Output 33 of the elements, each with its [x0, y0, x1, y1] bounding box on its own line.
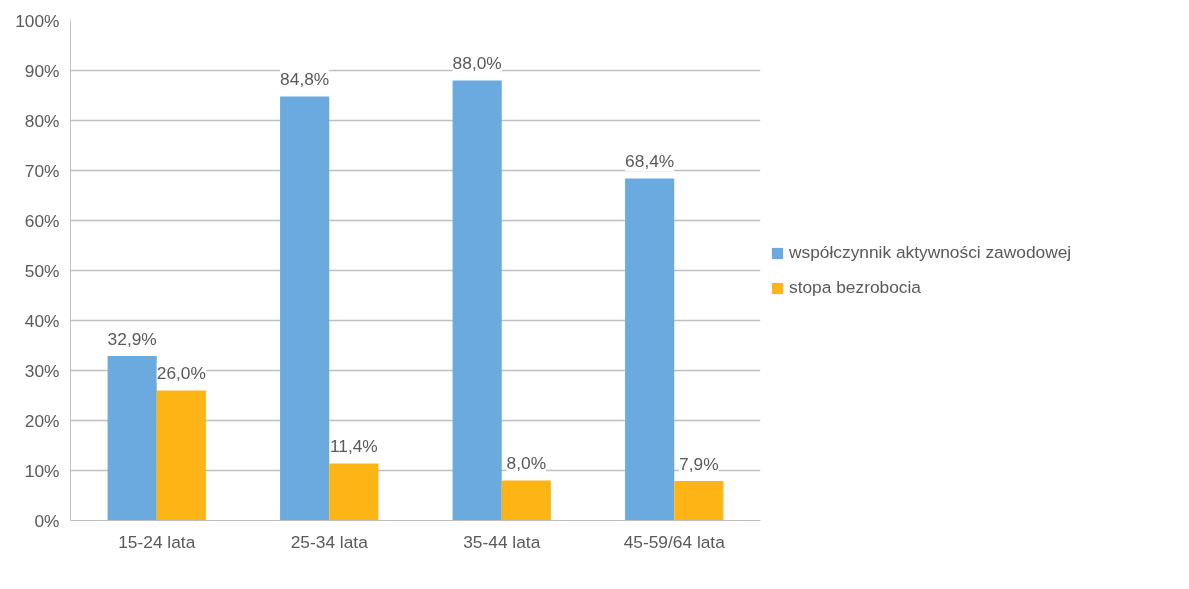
x-tick-label: 35-44 lata [463, 531, 541, 552]
bar [674, 481, 724, 521]
legend-label: stopa bezrobocia [789, 277, 921, 298]
legend-label: współczynnik aktywności zawodowej [789, 242, 1072, 263]
y-tick-label: 90% [24, 60, 60, 81]
y-tick-label: 60% [24, 210, 60, 231]
bar [625, 178, 675, 521]
data-label: 11,4% [329, 436, 378, 456]
x-tick-label: 15-24 lata [118, 531, 196, 552]
x-tick-label: 45-59/64 lata [623, 531, 726, 552]
y-tick-label: 0% [34, 510, 60, 531]
x-tick-label: 25-34 lata [290, 531, 369, 552]
y-tick-label: 20% [24, 410, 60, 431]
data-label: 7,9% [679, 453, 719, 474]
bar [156, 390, 206, 521]
data-label: 8,0% [506, 453, 547, 473]
data-label: 84,8% [280, 69, 330, 89]
bar [329, 463, 379, 521]
y-tick-label: 30% [24, 360, 60, 381]
y-tick-label: 80% [24, 110, 60, 131]
bar [501, 480, 551, 521]
data-label: 88,0% [452, 53, 502, 73]
y-tick-label: 50% [24, 260, 60, 281]
y-tick-label: 10% [24, 460, 60, 481]
data-label: 32,9% [107, 328, 157, 349]
y-tick-label: 100% [15, 10, 60, 31]
bar [107, 356, 157, 521]
bar [280, 96, 330, 521]
data-label: 26,0% [156, 363, 206, 383]
data-label: 68,4% [625, 151, 675, 171]
y-tick-label: 70% [24, 160, 60, 181]
y-tick-label: 40% [24, 310, 60, 331]
bar [452, 80, 502, 521]
